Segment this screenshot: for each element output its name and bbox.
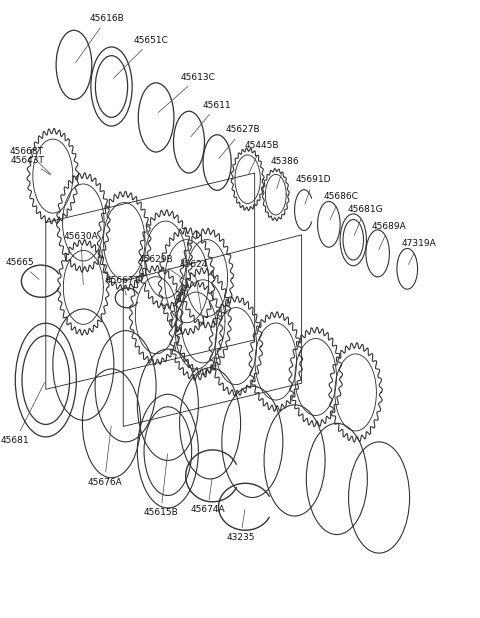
Text: 43235: 43235 (227, 509, 255, 542)
Text: 45386: 45386 (271, 158, 300, 189)
Text: 45615B: 45615B (144, 454, 178, 517)
Text: 45613C: 45613C (158, 73, 216, 112)
Text: 45689A: 45689A (372, 222, 407, 250)
Text: 45445B: 45445B (244, 141, 279, 174)
Text: 45674A: 45674A (191, 478, 225, 514)
Text: 45611: 45611 (191, 101, 231, 137)
Text: 45668T: 45668T (10, 147, 51, 174)
Text: 45676A: 45676A (87, 426, 122, 486)
Text: 45681G: 45681G (347, 205, 383, 235)
Text: 45624: 45624 (180, 260, 208, 319)
Text: 45667T: 45667T (105, 276, 139, 295)
Text: 45630A: 45630A (64, 232, 98, 285)
Text: 45616B: 45616B (75, 14, 124, 62)
Text: 45629B: 45629B (139, 255, 184, 279)
Text: 45691D: 45691D (296, 176, 331, 205)
Text: 45681: 45681 (1, 383, 45, 445)
Text: 45686C: 45686C (323, 192, 358, 220)
Text: 45643T: 45643T (10, 156, 50, 175)
Text: 45651C: 45651C (113, 36, 169, 78)
Text: 45665: 45665 (6, 258, 39, 279)
Text: 47319A: 47319A (402, 239, 436, 265)
Text: 45627B: 45627B (219, 125, 260, 159)
